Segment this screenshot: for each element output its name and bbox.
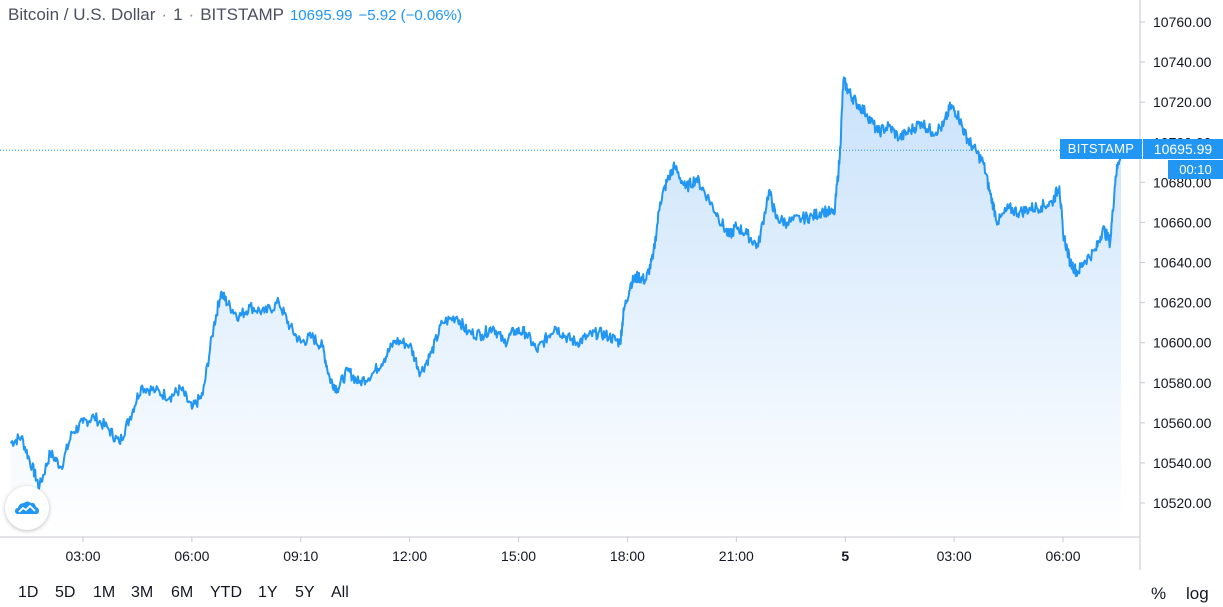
x-tick-label: 21:00 bbox=[719, 548, 754, 564]
y-tick-label: 10760.00 bbox=[1153, 14, 1212, 30]
exchange-price-label: BITSTAMP bbox=[1060, 139, 1142, 159]
percent-scale-toggle[interactable]: % bbox=[1151, 584, 1167, 603]
range-5y-button[interactable]: 5Y bbox=[295, 584, 315, 601]
x-tick-label: 06:00 bbox=[1045, 548, 1080, 564]
y-tick-label: 10720.00 bbox=[1153, 94, 1212, 110]
x-tick-label: 15:00 bbox=[501, 548, 536, 564]
y-tick-label: 10640.00 bbox=[1153, 255, 1212, 271]
exchange-label: BITSTAMP bbox=[200, 5, 284, 24]
range-3m-button[interactable]: 3M bbox=[131, 584, 154, 601]
cloud-logo-icon bbox=[15, 501, 39, 514]
x-tick-label: 03:00 bbox=[65, 548, 100, 564]
x-tick-label: 03:00 bbox=[937, 548, 972, 564]
range-1y-button[interactable]: 1Y bbox=[258, 584, 278, 601]
price-series-line bbox=[9, 76, 1123, 491]
separator-dot: · bbox=[161, 5, 168, 24]
x-tick-label: 09:10 bbox=[283, 548, 318, 564]
y-tick-label: 10620.00 bbox=[1153, 295, 1212, 311]
y-tick-label: 10660.00 bbox=[1153, 214, 1212, 230]
current-price-label: 10695.99 bbox=[1143, 139, 1223, 159]
bar-countdown-label: 00:10 bbox=[1168, 160, 1223, 179]
x-tick-label: 12:00 bbox=[392, 548, 427, 564]
price-change: −5.92 (−0.06%) bbox=[358, 7, 462, 24]
tradingview-logo-button[interactable] bbox=[5, 486, 49, 530]
x-tick-label: 06:00 bbox=[174, 548, 209, 564]
chart-header: Bitcoin / U.S. Dollar · 1 · BITSTAMP 10695.99… bbox=[8, 5, 462, 25]
y-tick-label: 10580.00 bbox=[1153, 375, 1212, 391]
range-all-button[interactable]: All bbox=[331, 584, 349, 601]
interval-label[interactable]: 1 bbox=[173, 5, 183, 24]
price-area-fill bbox=[10, 77, 1122, 538]
range-1m-button[interactable]: 1M bbox=[93, 584, 116, 601]
range-5d-button[interactable]: 5D bbox=[55, 584, 76, 601]
bottom-toolbar: 1D 5D 1M 3M 6M YTD 1Y 5Y All % log bbox=[0, 580, 1223, 607]
log-scale-toggle[interactable]: log bbox=[1186, 584, 1209, 603]
y-tick-label: 10520.00 bbox=[1153, 495, 1212, 511]
range-1d-button[interactable]: 1D bbox=[18, 584, 39, 601]
y-tick-label: 10600.00 bbox=[1153, 335, 1212, 351]
separator-dot: · bbox=[188, 5, 195, 24]
range-ytd-button[interactable]: YTD bbox=[210, 584, 242, 601]
last-price: 10695.99 bbox=[289, 7, 353, 24]
y-tick-label: 10740.00 bbox=[1153, 54, 1212, 70]
x-tick-label: 5 bbox=[841, 548, 849, 564]
x-tick-label: 18:00 bbox=[610, 548, 645, 564]
y-tick-label: 10560.00 bbox=[1153, 415, 1212, 431]
range-6m-button[interactable]: 6M bbox=[171, 584, 194, 601]
symbol-name[interactable]: Bitcoin / U.S. Dollar bbox=[8, 5, 156, 24]
y-tick-label: 10540.00 bbox=[1153, 455, 1212, 471]
